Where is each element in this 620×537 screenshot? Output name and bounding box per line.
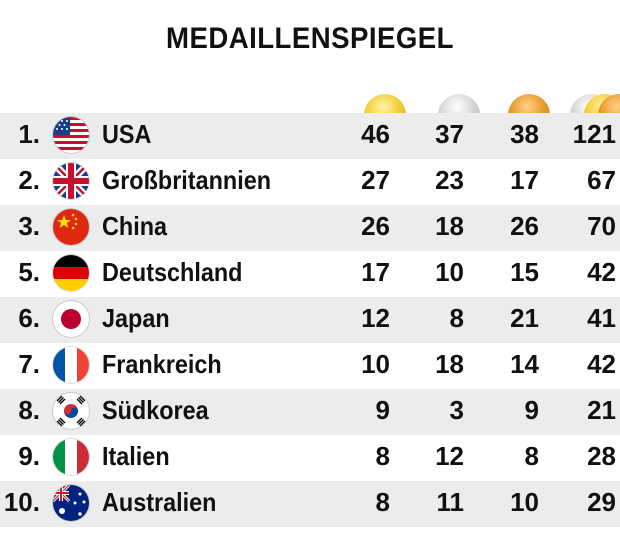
gold-count: 27 — [361, 165, 390, 195]
china-flag-icon — [53, 209, 89, 245]
table-row: 3. China 26 18 26 70 — [0, 205, 620, 251]
country-name: Frankreich — [102, 349, 222, 379]
bronze-count: 14 — [510, 349, 539, 379]
bronze-count: 26 — [510, 211, 539, 241]
medals-stack-icon — [570, 94, 620, 114]
uk-flag-icon — [53, 163, 89, 199]
total-count: 121 — [572, 119, 616, 149]
gold-count: 9 — [375, 395, 390, 425]
gold-medal-icon — [364, 94, 406, 114]
australia-flag-icon — [53, 485, 89, 521]
rank-cell: 10. — [3, 487, 40, 517]
gold-count: 26 — [361, 211, 390, 241]
gold-count: 46 — [361, 119, 390, 149]
gold-count: 17 — [361, 257, 390, 287]
rank-cell: 2. — [18, 165, 40, 195]
rank-cell: 7. — [18, 349, 40, 379]
silver-count: 18 — [435, 211, 464, 241]
total-count: 21 — [587, 395, 616, 425]
silver-medal-icon — [438, 94, 480, 114]
gold-count: 8 — [375, 487, 390, 517]
table-row: 9. Italien 8 12 8 28 — [0, 435, 620, 481]
country-name: Australien — [102, 487, 217, 517]
country-name: Großbritannien — [102, 165, 272, 195]
bronze-count: 8 — [524, 441, 539, 471]
rank-cell: 9. — [18, 441, 40, 471]
total-count: 67 — [587, 165, 616, 195]
bronze-count: 38 — [510, 119, 539, 149]
rank-cell: 5. — [18, 257, 40, 287]
total-count: 70 — [587, 211, 616, 241]
country-name: USA — [102, 119, 152, 149]
total-count: 41 — [587, 303, 616, 333]
silver-count: 37 — [435, 119, 464, 149]
silver-count: 10 — [435, 257, 464, 287]
table-row: 1. USA 46 37 38 121 — [0, 113, 620, 159]
bronze-count: 9 — [524, 395, 539, 425]
rank-cell: 1. — [18, 119, 40, 149]
japan-flag-icon — [53, 301, 89, 337]
table-row: 6. Japan 12 8 21 41 — [0, 297, 620, 343]
silver-count: 11 — [436, 487, 465, 517]
page-title: MEDAILLENSPIEGEL — [166, 22, 454, 55]
country-name: Deutschland — [102, 257, 243, 287]
south-korea-flag-icon — [53, 393, 89, 429]
country-name: Japan — [102, 303, 170, 333]
rank-cell: 3. — [18, 211, 40, 241]
country-name: Südkorea — [102, 395, 209, 425]
bronze-count: 21 — [510, 303, 539, 333]
table-row: 7. Frankreich 10 18 14 42 — [0, 343, 620, 389]
total-count: 42 — [587, 349, 616, 379]
gold-count: 12 — [361, 303, 390, 333]
silver-count: 18 — [435, 349, 464, 379]
total-count: 28 — [587, 441, 616, 471]
rank-cell: 6. — [18, 303, 40, 333]
table-row: 8. Südkorea 9 3 9 21 — [0, 389, 620, 435]
germany-flag-icon — [53, 255, 89, 291]
silver-count: 3 — [449, 395, 464, 425]
silver-count: 8 — [449, 303, 464, 333]
gold-count: 10 — [361, 349, 390, 379]
gold-count: 8 — [375, 441, 390, 471]
bronze-count: 15 — [510, 257, 539, 287]
silver-count: 12 — [435, 441, 464, 471]
bronze-count: 17 — [510, 165, 539, 195]
total-count: 29 — [587, 487, 616, 517]
france-flag-icon — [53, 347, 89, 383]
bronze-count: 10 — [510, 487, 539, 517]
usa-flag-icon — [53, 117, 89, 153]
rank-cell: 8. — [18, 395, 40, 425]
table-row: 2. Großbritannien 27 23 17 67 — [0, 159, 620, 205]
italy-flag-icon — [53, 439, 89, 475]
table-row: 5. Deutschland 17 10 15 42 — [0, 251, 620, 297]
medal-column-header — [0, 88, 620, 114]
country-name: China — [102, 211, 168, 241]
silver-count: 23 — [435, 165, 464, 195]
country-name: Italien — [102, 441, 170, 471]
total-count: 42 — [587, 257, 616, 287]
bronze-medal-icon — [508, 94, 550, 114]
table-row: 10. Australien 8 11 10 29 — [0, 481, 620, 527]
